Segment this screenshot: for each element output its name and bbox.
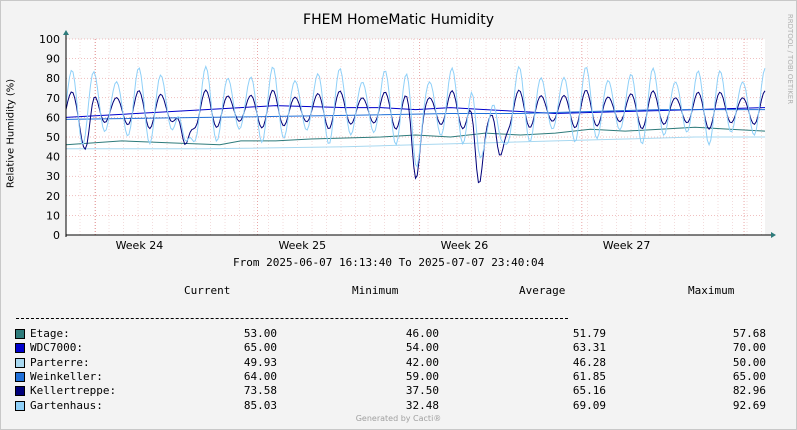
series-line-3 [65, 109, 765, 120]
legend-swatch [15, 329, 25, 339]
x-tick-label: Week 27 [603, 239, 651, 252]
legend-maximum: 70.00 [732, 341, 766, 355]
legend-average: 61.85 [572, 369, 606, 383]
legend-maximum: 82.96 [732, 384, 766, 398]
legend-maximum: 92.69 [732, 398, 766, 412]
col-current: Current [184, 284, 231, 297]
legend-minimum: 37.50 [405, 384, 439, 398]
legend-name: Weinkeller: [30, 369, 103, 383]
legend-current: 64.00 [243, 369, 277, 383]
y-axis-arrow [63, 30, 69, 35]
y-tick-label: 20 [46, 190, 60, 203]
y-tick-label: 30 [46, 170, 60, 183]
period-text: From 2025-06-07 16:13:40 To 2025-07-07 2… [233, 256, 545, 269]
y-tick-label: 100 [39, 33, 60, 46]
legend-minimum: 59.00 [405, 369, 439, 383]
legend-current: 53.00 [243, 327, 277, 340]
legend-name: Gartenhaus: [30, 398, 103, 412]
legend-swatch [15, 386, 25, 397]
x-tick-label: Week 26 [441, 239, 489, 252]
legend-swatch [15, 357, 25, 368]
y-tick-label: 60 [46, 111, 60, 124]
series-line-5 [65, 65, 766, 168]
legend-divider [16, 318, 568, 319]
series-line-4 [65, 89, 766, 184]
chart-title: FHEM HomeMatic Humidity [303, 12, 494, 28]
legend-average: 51.79 [572, 327, 606, 340]
plot-area: 0 10 20 30 40 50 60 70 80 90 100 Week 24 Week 25 Week… [39, 30, 776, 252]
legend-maximum: 57.68 [732, 327, 766, 340]
series-line-0 [65, 126, 766, 146]
y-tick-label: 10 [46, 209, 60, 222]
y-tick-label: 50 [46, 131, 60, 144]
legend-minimum: 54.00 [405, 341, 439, 355]
legend-swatch [15, 343, 25, 354]
x-tick-label: Week 25 [278, 239, 326, 252]
legend-minimum: 46.00 [405, 327, 439, 340]
y-tick-label: 90 [46, 53, 60, 66]
col-average: Average [519, 284, 566, 297]
y-tick-label: 40 [46, 151, 60, 164]
legend-minimum: 32.48 [405, 398, 439, 412]
legend-average: 65.16 [572, 384, 606, 398]
legend-maximum: 65.00 [732, 369, 766, 383]
legend-average: 46.28 [572, 355, 606, 369]
x-tick-label: Week 24 [116, 239, 164, 252]
col-minimum: Minimum [352, 284, 399, 297]
legend-minimum: 42.00 [405, 355, 439, 369]
legend-maximum: 50.00 [732, 355, 766, 369]
x-axis-arrow [771, 232, 776, 238]
footer: Generated by Cacti® [355, 414, 442, 423]
series-line-2 [66, 136, 765, 150]
legend-name: WDC7000: [30, 341, 83, 355]
legend-name: Parterre: [30, 355, 90, 369]
legend-name: Etage: [30, 327, 70, 340]
legend-average: 69.09 [572, 398, 606, 412]
legend-current: 85.03 [243, 398, 277, 412]
legend-current: 49.93 [243, 355, 277, 369]
legend-current: 65.00 [243, 341, 277, 355]
legend-current: 73.58 [243, 384, 277, 398]
legend-swatch [15, 400, 25, 411]
y-tick-label: 80 [46, 72, 60, 85]
y-tick-label: 0 [53, 229, 60, 242]
legend-swatch [15, 371, 25, 382]
legend-average: 63.31 [572, 341, 606, 355]
legend-name: Kellertreppe: [30, 384, 117, 398]
col-maximum: Maximum [688, 284, 735, 297]
y-tick-label: 70 [46, 92, 60, 105]
